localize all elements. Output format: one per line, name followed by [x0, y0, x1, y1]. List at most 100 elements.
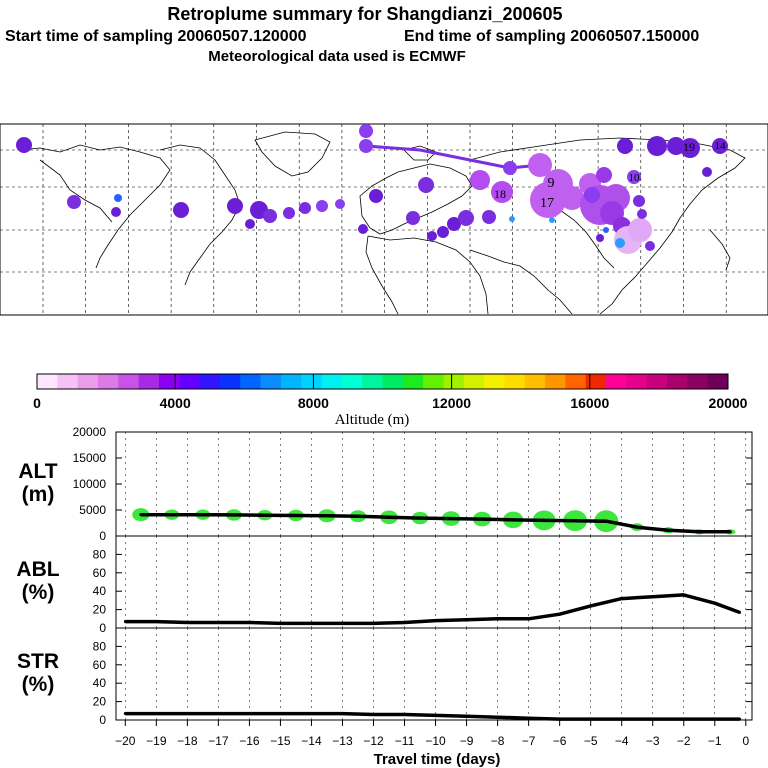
map-label-9: 9: [548, 176, 555, 191]
colorbar-cell: [626, 374, 648, 389]
y-axis-label: ABL: [16, 558, 59, 581]
data-point: [527, 716, 531, 720]
data-point: [651, 595, 655, 599]
colorbar-cell: [402, 374, 424, 389]
panel-frame: [115, 627, 753, 721]
data-point: [666, 528, 670, 532]
x-tick-label: −14: [301, 734, 322, 748]
data-point: [713, 601, 717, 605]
data-point: [449, 517, 453, 521]
data-point: [372, 621, 376, 625]
y-tick-label: 0: [99, 713, 106, 727]
x-tick-label: −17: [208, 734, 229, 748]
trajectory-marker: [596, 234, 604, 242]
colorbar-frame: [36, 373, 729, 390]
data-point: [713, 717, 717, 721]
colorbar: 0 4000 8000 12000 16000 20000 Altitude (m): [33, 373, 748, 428]
data-point: [604, 519, 608, 523]
colorbar-cell: [158, 374, 180, 389]
data-point: [185, 712, 189, 716]
colorbar-cell: [707, 374, 729, 389]
panel-abl: 0 20 40 60 80 ABL(%): [16, 535, 753, 635]
colorbar-label: Altitude (m): [335, 412, 410, 428]
colorbar-tick-label: 12000: [432, 395, 471, 411]
colorbar-tick-label: 20000: [709, 395, 748, 411]
trajectory-marker: [633, 195, 645, 207]
data-point: [340, 712, 344, 716]
data-point: [170, 513, 174, 517]
trajectory-marker: [645, 241, 655, 251]
trajectory-marker: [584, 187, 600, 203]
trajectory-marker: [359, 139, 373, 153]
trajectory-marker: [628, 218, 652, 242]
trajectory-marker: [549, 217, 555, 223]
data-point: [154, 712, 158, 716]
trajectory-marker: [603, 227, 609, 233]
x-tick-label: −1: [708, 734, 722, 748]
colorbar-cell: [57, 374, 79, 389]
data-point: [558, 612, 562, 616]
data-point: [418, 516, 422, 520]
data-point: [434, 713, 438, 717]
trajectory-marker: [245, 219, 255, 229]
data-point: [403, 712, 407, 716]
y-tick-label: 15000: [73, 451, 107, 465]
start-time-label: Start time of sampling 20060507.120000: [5, 28, 307, 45]
map-label-14: 14: [715, 140, 727, 152]
colorbar-ticks: 0 4000 8000 12000 16000 20000: [33, 374, 748, 411]
end-time-label: End time of sampling 20060507.150000: [404, 28, 699, 45]
y-tick-label: 5000: [79, 503, 106, 517]
trajectory-marker: [509, 216, 515, 222]
y-axis-label: ALT: [18, 460, 57, 483]
y-tick-label: 20: [93, 603, 107, 617]
y-tick-label: 0: [99, 529, 106, 543]
map-label-19: 19: [683, 140, 695, 154]
colorbar-cell: [280, 374, 302, 389]
trajectory-marker: [702, 167, 712, 177]
trajectory-marker: [358, 224, 368, 234]
colorbar-cell: [37, 374, 58, 389]
x-tick-label: −20: [115, 734, 136, 748]
colorbar-cell: [382, 374, 404, 389]
colorbar-tick-label: 0: [33, 395, 41, 411]
trajectory-markers: [16, 124, 728, 254]
trajectory-marker: [283, 207, 295, 219]
data-point: [154, 620, 158, 624]
trajectory-marker: [263, 209, 277, 223]
colorbar-cell: [585, 374, 607, 389]
colorbar-tick-label: 16000: [570, 395, 609, 411]
trajectory-marker: [491, 181, 513, 203]
colorbar-cell: [606, 374, 627, 389]
x-tick-label: −19: [146, 734, 167, 748]
trajectory-marker: [528, 153, 552, 177]
data-point: [697, 530, 701, 534]
data-point: [738, 717, 742, 721]
y-tick-label: 20: [93, 695, 107, 709]
y-tick-label: 0: [99, 621, 106, 635]
x-tick-label: −11: [395, 734, 415, 748]
panel-frame: [115, 431, 753, 537]
trajectory-marker: [712, 138, 728, 154]
trajectory-marker: [458, 210, 474, 226]
colorbar-cell: [260, 374, 282, 389]
data-point: [542, 518, 546, 522]
trajectory-marker: [560, 186, 584, 210]
data-point: [589, 604, 593, 608]
colorbar-cell: [504, 374, 526, 389]
data-point: [589, 717, 593, 721]
data-point: [278, 712, 282, 716]
trajectory-marker: [637, 209, 647, 219]
trajectory-marker: [437, 226, 449, 238]
y-tick-label: 40: [93, 584, 107, 598]
map-label-18: 18: [494, 187, 506, 201]
colorbar-cell: [646, 374, 668, 389]
data-point: [309, 621, 313, 625]
trajectory-marker: [503, 161, 517, 175]
y-tick-label: 20000: [73, 425, 107, 439]
x-tick-label: 0: [742, 734, 749, 748]
map-panel: 9 17 19 18 14 10: [0, 123, 768, 316]
data-point: [480, 517, 484, 521]
colorbar-cell: [118, 374, 140, 389]
data-point: [465, 618, 469, 622]
